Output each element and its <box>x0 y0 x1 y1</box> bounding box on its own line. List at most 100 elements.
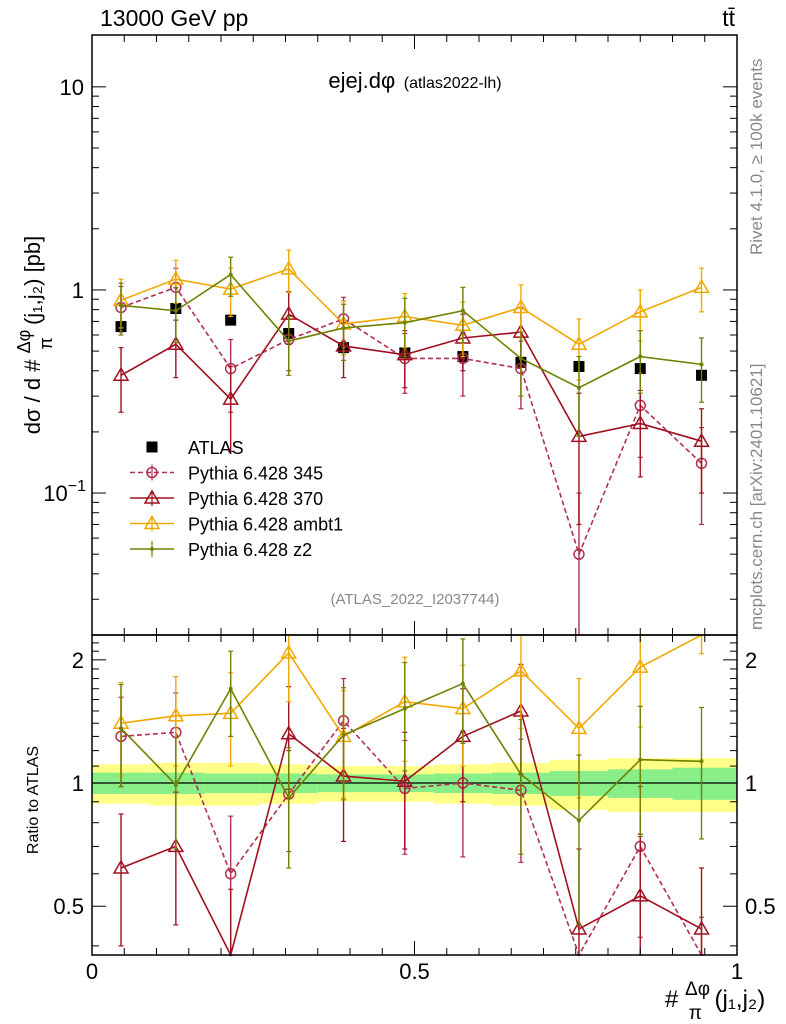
legend-label: Pythia 6.428 345 <box>188 464 323 484</box>
ratio-marker <box>631 887 649 902</box>
ratio-y-tick-label-right: 0.5 <box>745 894 776 919</box>
ratio-series-line <box>120 719 703 957</box>
main-marker <box>460 308 465 313</box>
legend: ATLAS Pythia 6.428 345 Pythia 6.428 370 Pyt… <box>130 438 343 560</box>
main-marker <box>693 278 710 294</box>
ratio-marker <box>224 868 237 880</box>
legend-marker <box>146 441 158 453</box>
ratio-marker <box>576 818 581 823</box>
main-marker <box>573 548 585 560</box>
ratio-marker <box>280 725 298 740</box>
legend-item: Pythia 6.428 370 <box>130 489 323 509</box>
ratio-marker <box>280 644 298 659</box>
ratio-marker <box>119 726 124 731</box>
ratio-series-0 <box>115 677 705 957</box>
legend-item: Pythia 6.428 ambt1 <box>130 515 343 535</box>
y-tick-label: 10 <box>60 75 84 100</box>
atlas-data-point <box>225 314 237 326</box>
legend-marker <box>143 489 161 504</box>
ratio-marker <box>570 920 588 935</box>
main-y-axis-label: dσ / d # Δφ π (j₁,j₂) [pb] <box>10 236 57 435</box>
main-marker <box>699 362 704 367</box>
main-marker <box>341 325 346 330</box>
ratio-marker <box>518 772 523 777</box>
ratio-marker <box>460 681 465 686</box>
y-tick-label-base: 10 <box>43 481 67 506</box>
ratio-marker <box>396 772 414 788</box>
main-marker <box>286 339 291 344</box>
main-marker <box>570 335 588 351</box>
main-series-3 <box>112 249 710 381</box>
main-marker <box>631 415 649 430</box>
legend-marker <box>150 547 154 551</box>
ratio-marker <box>402 706 407 711</box>
main-series-4 <box>118 256 705 438</box>
y-label-suffix: (j₁,j₂) [pb] <box>20 236 45 325</box>
ratio-marker <box>173 782 178 787</box>
y-tick-label: 10−1 <box>43 478 86 506</box>
main-marker <box>631 303 649 318</box>
legend-marker <box>146 466 158 479</box>
svg-text:# Δφ π: # Δφ π (j₁,j₂) <box>665 974 765 1024</box>
y-label-den: π <box>36 337 56 349</box>
ratio-marker <box>631 658 649 673</box>
ratio-series-line <box>120 709 702 958</box>
legend-item: Pythia 6.428 345 <box>130 464 323 484</box>
main-marker <box>280 260 298 275</box>
main-marker <box>576 385 581 390</box>
main-marker <box>112 366 130 382</box>
ratio-marker <box>699 759 704 764</box>
ratio-marker <box>167 837 185 853</box>
y-label-prefix: dσ / d # <box>20 359 45 434</box>
ratio-y-tick-label-right: 2 <box>745 648 757 673</box>
legend-label: ATLAS <box>188 438 244 458</box>
main-marker <box>228 272 233 277</box>
legend-label: Pythia 6.428 370 <box>188 489 323 509</box>
legend-item: Pythia 6.428 z2 <box>130 540 312 560</box>
main-marker <box>167 335 185 351</box>
ratio-marker <box>341 733 346 738</box>
legend-item: ATLAS <box>146 438 244 458</box>
main-marker <box>512 298 530 314</box>
ratio-marker <box>512 662 530 677</box>
main-marker <box>173 308 178 313</box>
ratio-y-tick-label-right: 1 <box>745 771 757 796</box>
main-marker <box>222 390 239 405</box>
ratio-y-tick-label: 1 <box>72 771 84 796</box>
y-label-frac: Δφ <box>14 330 34 354</box>
x-label-num: Δφ <box>685 979 710 1000</box>
x-label-suffix: (j₁,j₂) <box>715 986 766 1013</box>
energy-label: 13000 GeV pp <box>100 5 248 31</box>
watermark: (ATLAS_2022_I2037744) <box>330 591 499 608</box>
ratio-series-line <box>120 634 702 738</box>
ratio-panel: 0.5 0.5 1 1 2 2 0 0.5 1 Ratio to ATLAS # Δφ π (j… <box>25 634 776 1024</box>
ratio-y-axis-label: Ratio to ATLAS <box>25 746 42 854</box>
plot-subtitle: (atlas2022-lh) <box>404 75 502 92</box>
main-marker <box>396 346 414 361</box>
plot-title-main: ejej.dφ <box>328 68 395 93</box>
mcplots-label: mcplots.cern.ch [arXiv:2401.10621] <box>747 364 766 630</box>
y-tick-label-exp: −1 <box>68 478 86 495</box>
main-marker <box>167 270 185 285</box>
main-series-line <box>120 267 702 346</box>
main-marker <box>570 427 588 443</box>
main-marker <box>119 303 124 308</box>
main-series-line <box>120 313 702 442</box>
ratio-marker <box>286 795 291 800</box>
process-label: tt̄ <box>722 5 735 31</box>
legend-marker <box>143 515 161 530</box>
ratio-marker <box>228 686 233 691</box>
ratio-series-3 <box>118 638 705 926</box>
ratio-marker <box>693 920 710 935</box>
ratio-marker <box>638 757 643 762</box>
x-label-den: π <box>689 1003 702 1024</box>
main-marker <box>638 354 643 359</box>
x-label-prefix: # <box>665 986 679 1013</box>
ratio-marker <box>167 707 185 722</box>
legend-label: Pythia 6.428 ambt1 <box>188 515 343 535</box>
uncertainty-band-stat <box>672 767 737 800</box>
main-marker <box>402 320 407 325</box>
svg-text:dσ / d # Δφ π: dσ / d # Δφ π (j₁,j₂) [pb] <box>10 236 57 435</box>
